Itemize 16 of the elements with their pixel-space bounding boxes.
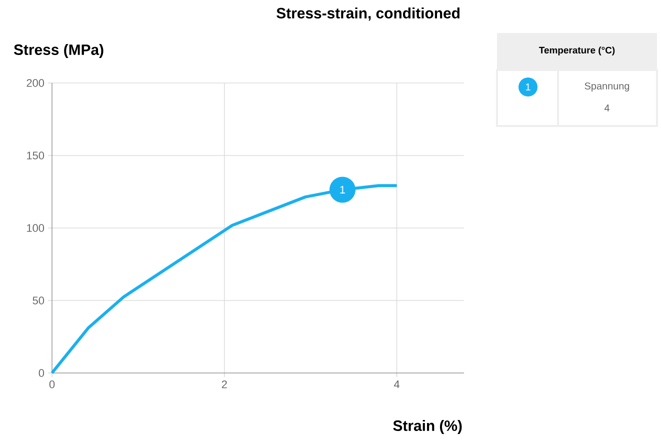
legend-title: Temperature (°C) bbox=[539, 46, 615, 56]
y-tick-label: 50 bbox=[32, 296, 44, 304]
y-tick-label: 200 bbox=[26, 79, 44, 87]
y-tick-label: 150 bbox=[27, 152, 44, 160]
x-axis-title: Strain (%) bbox=[393, 420, 462, 434]
x-tick-label: 0 bbox=[49, 380, 55, 388]
text: 4 bbox=[604, 104, 610, 112]
text: 1 bbox=[526, 84, 530, 90]
x-tick-label: 4 bbox=[394, 380, 400, 388]
y-tick-label: 100 bbox=[27, 224, 44, 232]
x-tick-label: 2 bbox=[222, 380, 227, 388]
y-axis-title: Stress (MPa) bbox=[14, 44, 104, 58]
text: Spannung bbox=[584, 82, 630, 92]
y-tick-label: 0 bbox=[38, 369, 44, 377]
annotation: 1 bbox=[340, 186, 345, 194]
chart-title: Stress-strain, conditioned bbox=[276, 8, 460, 21]
